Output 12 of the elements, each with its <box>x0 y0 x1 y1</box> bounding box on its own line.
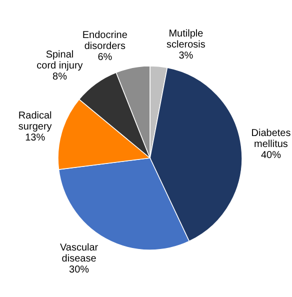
data-label: 13% <box>25 132 46 144</box>
data-label: 8% <box>52 72 68 83</box>
slice-label: Vascular disease <box>60 242 99 265</box>
slice-label: Diabetes mellitus <box>251 128 291 150</box>
data-label: 30% <box>69 264 90 276</box>
data-label: 40% <box>260 150 282 161</box>
slice-label: Endocrine disorders <box>82 30 128 52</box>
slice-label: Mutilple sclerosis <box>166 28 206 50</box>
data-label: 3% <box>178 50 194 62</box>
slice-label: Spinal cord injury <box>36 50 83 72</box>
data-label: 6% <box>98 52 112 63</box>
slice-label: Radical surgery <box>18 110 52 132</box>
